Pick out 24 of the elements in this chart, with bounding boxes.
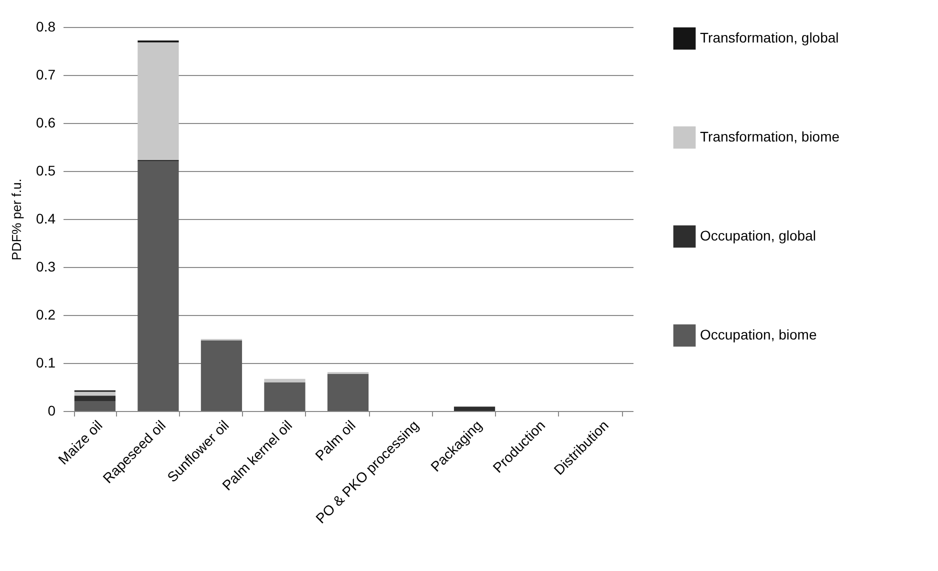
bar [74,396,116,402]
legend-label: Occupation, global [700,228,816,244]
y-tick-label: 0 [48,402,56,418]
y-tick-label: 0.3 [36,258,56,274]
bar [264,378,306,382]
legend-label: Occupation, biome [700,326,817,342]
y-tick-label: 0.1 [36,354,56,370]
legend-label: Transformation, global [700,30,839,46]
bar [454,406,496,411]
bar [138,161,179,411]
y-tick-label: 0.7 [36,66,56,82]
bar [138,42,179,160]
bar [74,392,116,396]
bar [74,401,116,411]
y-tick-label: 0.2 [36,306,56,322]
y-tick-label: 0.5 [36,162,56,178]
bar [200,340,242,411]
y-tick-label: 0.6 [36,114,56,130]
bar [327,374,369,411]
bar [264,382,306,411]
y-tick-label: 0.8 [36,18,56,34]
y-tick-label: 0.4 [36,210,56,226]
y-axis-title: PDF% per f.u. [9,178,24,260]
legend-label: Transformation, biome [700,128,840,144]
